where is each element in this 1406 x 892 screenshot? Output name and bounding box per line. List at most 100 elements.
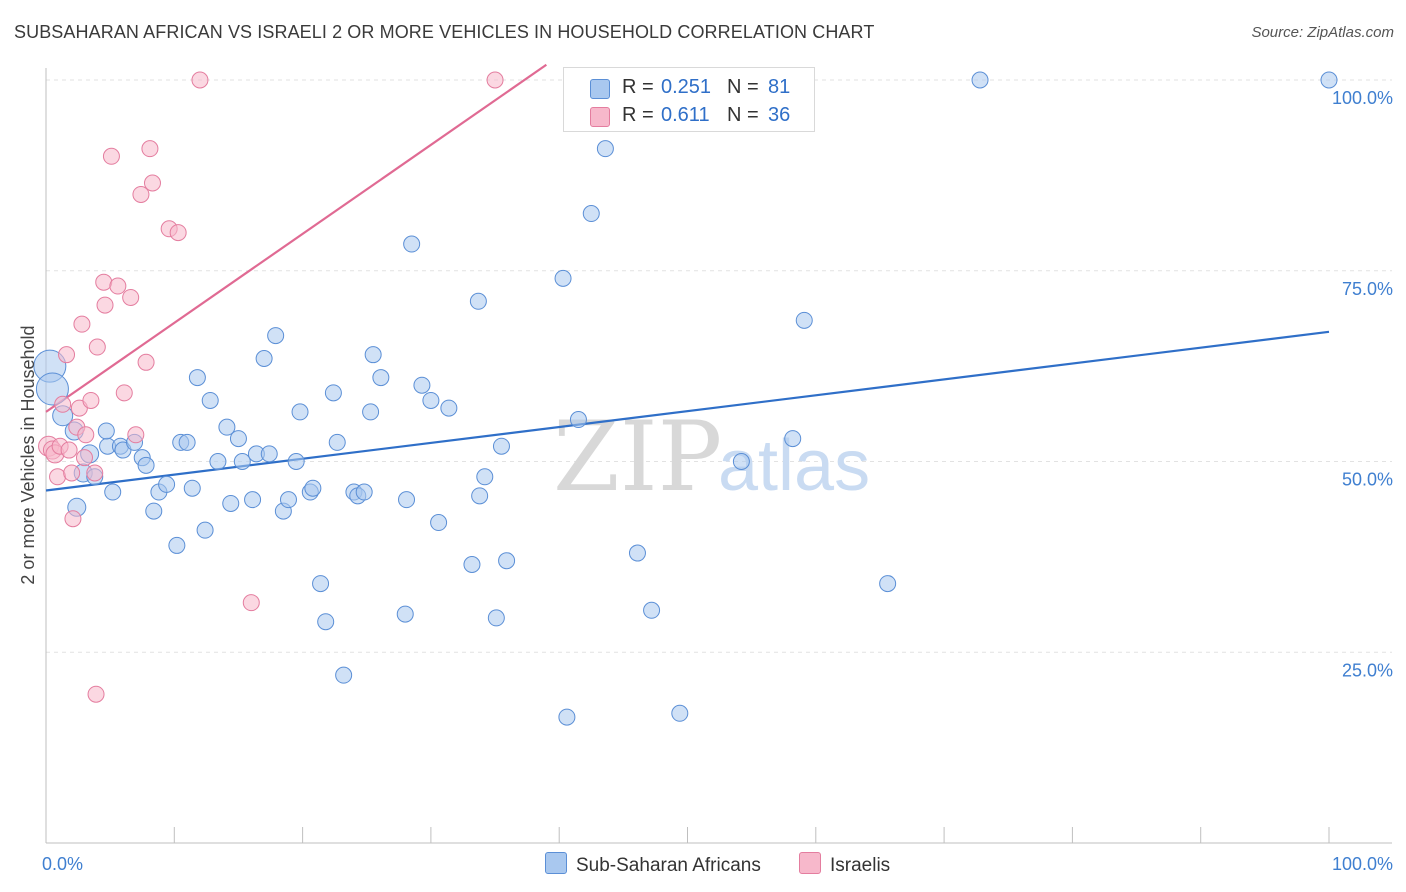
data-point (487, 609, 505, 627)
data-point (183, 479, 201, 497)
data-point (671, 704, 689, 722)
x-tick-label: 0.0% (42, 854, 83, 874)
data-point (317, 613, 335, 631)
data-point (137, 456, 155, 474)
data-point (403, 235, 421, 253)
data-point (49, 468, 67, 486)
data-point (102, 147, 120, 165)
data-point (218, 418, 236, 436)
data-point (498, 552, 516, 570)
source-label: Source: ZipAtlas.com (1251, 24, 1394, 41)
data-point (229, 430, 247, 448)
data-point (422, 391, 440, 409)
data-point (879, 575, 897, 593)
data-point (244, 491, 262, 509)
data-point (178, 433, 196, 451)
legend-swatch (545, 852, 567, 874)
data-point (413, 376, 431, 394)
data-point (127, 426, 145, 444)
data-point (558, 708, 576, 726)
data-point (88, 338, 106, 356)
data-point (304, 479, 322, 497)
legend-item-israelis[interactable]: Israelis (799, 852, 890, 877)
data-point (476, 468, 494, 486)
data-point (87, 685, 105, 703)
data-point (440, 399, 458, 417)
data-point (122, 288, 140, 306)
data-point (643, 601, 661, 619)
data-point (396, 605, 414, 623)
stats-legend: R = 0.251 N = 81 R = 0.611 N = 36 (563, 67, 815, 132)
data-point (312, 575, 330, 593)
legend-row-subsaharan: R = 0.251 N = 81 (564, 72, 814, 102)
data-point (115, 384, 133, 402)
data-point (143, 174, 161, 192)
data-point (104, 483, 122, 501)
data-point (145, 502, 163, 520)
data-point (95, 273, 113, 291)
data-point (267, 327, 285, 345)
data-point (169, 224, 187, 242)
y-tick-label: 100.0% (1332, 88, 1393, 108)
data-point (492, 437, 510, 455)
r-label: R = (622, 76, 654, 98)
data-points (33, 71, 1338, 726)
data-point (97, 422, 115, 440)
data-point (471, 487, 489, 505)
data-point (287, 453, 305, 470)
data-point (233, 453, 251, 470)
data-point (335, 666, 353, 684)
trend-lines (45, 63, 1330, 492)
y-tick-label: 25.0% (1342, 660, 1393, 680)
data-point (469, 292, 487, 310)
data-point (86, 464, 104, 482)
data-point (324, 384, 342, 402)
n-value: 36 (768, 104, 791, 126)
y-axis-label: 2 or more Vehicles in Household (18, 325, 38, 584)
data-point (75, 449, 93, 467)
data-point (628, 544, 646, 562)
data-point (784, 430, 802, 448)
legend-item-subsaharan[interactable]: Sub-Saharan Africans (545, 852, 761, 877)
data-point (255, 349, 273, 367)
data-point (364, 346, 382, 364)
data-point (372, 369, 390, 387)
data-point (137, 353, 155, 371)
data-point (260, 445, 278, 463)
n-label: N = (727, 104, 759, 126)
data-point (569, 411, 587, 429)
x-tick-label: 100.0% (1332, 854, 1393, 874)
tick-labels: 25.0% 50.0% 75.0% 100.0% 0.0% 100.0% (42, 88, 1393, 874)
data-point (64, 510, 82, 528)
r-value: 0.611 (661, 104, 710, 126)
legend-row-israelis: R = 0.611 N = 36 (564, 100, 814, 130)
legend-label: Israelis (830, 855, 891, 876)
data-point (279, 491, 297, 509)
data-point (109, 277, 127, 295)
legend-label: Sub-Saharan Africans (576, 855, 761, 876)
n-value: 81 (768, 76, 791, 98)
legend-swatch-israelis (590, 107, 610, 127)
data-point (168, 536, 186, 554)
data-point (158, 475, 176, 493)
data-point (63, 464, 81, 482)
data-point (58, 346, 76, 364)
data-point (209, 453, 227, 470)
n-label: N = (727, 76, 759, 98)
data-point (582, 205, 600, 223)
data-point (196, 521, 214, 539)
data-point (141, 140, 159, 158)
data-point (328, 433, 346, 451)
data-point (291, 403, 309, 421)
data-point (96, 296, 114, 314)
data-point (463, 556, 481, 574)
y-tick-label: 75.0% (1342, 279, 1393, 299)
data-point (54, 395, 72, 413)
data-point (398, 491, 416, 509)
data-point (362, 403, 380, 421)
legend-swatch-subsaharan (590, 79, 610, 99)
trend-line (45, 63, 547, 413)
data-point (486, 71, 504, 89)
data-point (60, 441, 78, 459)
